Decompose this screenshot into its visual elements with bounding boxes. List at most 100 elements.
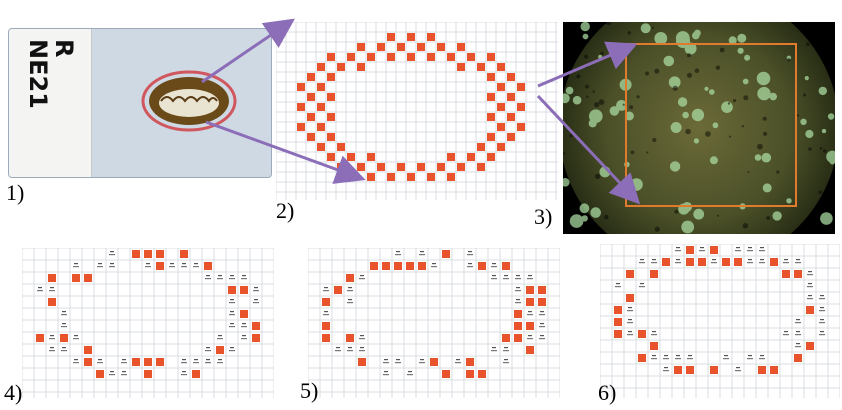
tiny-label-mark — [110, 263, 114, 265]
tiny-label-mark — [516, 299, 520, 301]
tiny-label-mark — [639, 286, 645, 288]
tiny-label-mark — [145, 266, 151, 268]
sample-square — [722, 258, 730, 266]
tiny-label-mark — [628, 319, 632, 321]
tiny-label-mark — [122, 359, 126, 361]
tiny-label-mark — [218, 335, 222, 337]
tiny-label-mark — [49, 350, 55, 352]
sample-square — [794, 270, 802, 278]
tiny-label-mark — [419, 254, 425, 256]
sample-square — [467, 53, 475, 61]
sample-square — [770, 366, 778, 374]
tiny-label-mark — [194, 359, 198, 361]
sample-square — [357, 63, 365, 71]
tiny-label-mark — [97, 362, 103, 364]
sample-square — [387, 33, 395, 41]
sample-square — [507, 93, 515, 101]
sample-square — [514, 310, 522, 318]
tiny-label-mark — [515, 290, 521, 292]
sample-square — [327, 153, 335, 161]
tiny-label-mark — [820, 319, 824, 321]
tiny-label-mark — [121, 362, 127, 364]
sampling-grid-4 — [22, 248, 274, 398]
sample-square — [437, 163, 445, 171]
tiny-label-mark — [640, 283, 644, 285]
tiny-label-mark — [323, 290, 329, 292]
tiny-label-mark — [336, 347, 340, 349]
tiny-label-mark — [324, 311, 328, 313]
tiny-label-mark — [820, 307, 824, 309]
tiny-label-mark — [492, 347, 496, 349]
tiny-label-mark — [540, 335, 544, 337]
panel-label-6: 6) — [598, 380, 617, 405]
sample-square — [497, 103, 505, 111]
sample-square — [387, 53, 395, 61]
sample-square — [477, 163, 485, 171]
tiny-label-mark — [254, 299, 258, 301]
tiny-label-mark — [74, 359, 78, 361]
tiny-label-mark — [807, 286, 813, 288]
tiny-label-mark — [230, 311, 234, 313]
tiny-label-mark — [347, 290, 353, 292]
tiny-label-mark — [347, 302, 353, 304]
sample-square — [487, 73, 495, 81]
tiny-label-mark — [359, 278, 365, 280]
sample-square — [427, 173, 435, 181]
tiny-label-mark — [109, 254, 115, 256]
tiny-label-mark — [169, 266, 175, 268]
tiny-label-mark — [50, 347, 54, 349]
tiny-label-mark — [217, 278, 223, 280]
sample-square — [770, 258, 778, 266]
sample-square — [60, 334, 68, 342]
sample-square — [156, 262, 164, 270]
tiny-label-mark — [491, 350, 497, 352]
tiny-label-mark — [627, 334, 633, 336]
tiny-label-mark — [62, 323, 66, 325]
tiny-label-mark — [384, 359, 388, 361]
sample-square — [710, 246, 718, 254]
tiny-label-mark — [229, 314, 235, 316]
tiny-label-mark — [253, 290, 259, 292]
tiny-label-mark — [784, 259, 788, 261]
sample-square — [758, 366, 766, 374]
sample-square — [96, 370, 104, 378]
tiny-label-mark — [241, 338, 247, 340]
tiny-label-mark — [182, 371, 186, 373]
tiny-label-mark — [808, 283, 812, 285]
tiny-label-mark — [194, 263, 198, 265]
sample-square — [337, 63, 345, 71]
tiny-label-mark — [456, 359, 460, 361]
arrow-to-grid-bottom — [205, 120, 366, 184]
sample-square — [650, 342, 658, 350]
tiny-label-mark — [206, 275, 210, 277]
tiny-label-mark — [360, 347, 364, 349]
tiny-label-mark — [492, 263, 496, 265]
tiny-label-mark — [61, 314, 67, 316]
sample-square — [626, 294, 634, 302]
sample-square — [156, 250, 164, 258]
sample-square — [686, 366, 694, 374]
tiny-label-mark — [663, 358, 669, 360]
sample-square — [467, 153, 475, 161]
tiny-label-mark — [807, 298, 813, 300]
tiny-label-mark — [347, 350, 353, 352]
sample-square — [377, 43, 385, 51]
sample-square — [442, 370, 450, 378]
tiny-label-mark — [736, 367, 740, 369]
tiny-label-mark — [360, 275, 364, 277]
tiny-label-mark — [229, 302, 235, 304]
tiny-label-mark — [491, 266, 497, 268]
tiny-label-mark — [468, 251, 472, 253]
sample-square — [397, 163, 405, 171]
tiny-label-mark — [748, 259, 752, 261]
tiny-label-mark — [241, 326, 247, 328]
sample-square — [487, 113, 495, 121]
sample-square — [144, 358, 152, 366]
panel-label-3: 3) — [534, 204, 553, 229]
sample-square — [144, 370, 152, 378]
sample-square — [317, 143, 325, 151]
tiny-label-mark — [50, 335, 54, 337]
sample-square — [442, 250, 450, 258]
tiny-label-mark — [527, 314, 533, 316]
